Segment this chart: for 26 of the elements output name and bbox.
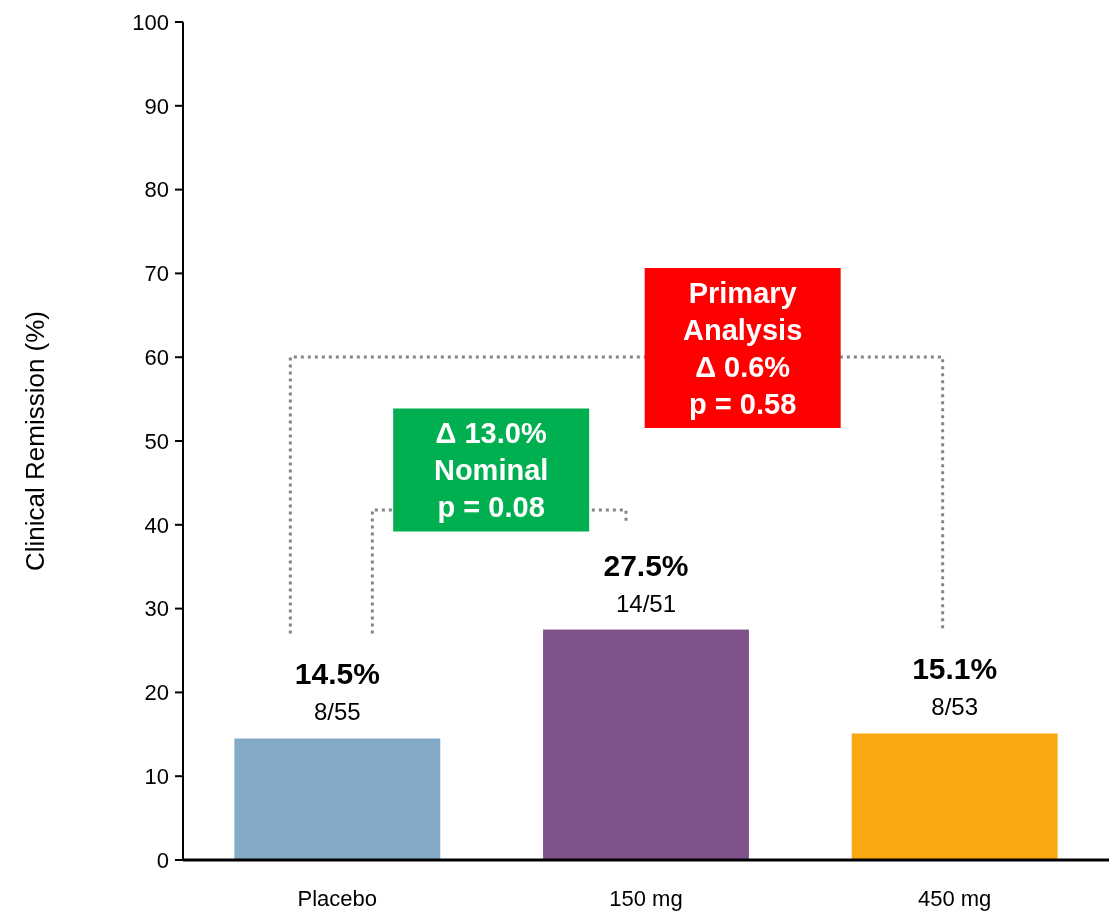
y-tick-label: 100 [132,9,169,35]
y-tick-label: 40 [144,512,169,538]
annotation: Δ 13.0% Nominal p = 0.08 [433,417,549,524]
data-label: 27.5% [603,548,689,582]
y-tick-label: 90 [144,93,169,119]
annotation: 14/51 [615,589,677,617]
data-label: 14.5% [294,657,380,691]
annotation: 8/53 [931,693,979,721]
y-tick-label: 70 [144,261,169,287]
data-label: 15.1% [912,652,998,686]
y-tick-label: 20 [144,680,169,706]
x-tick-label: Placebo [297,886,378,911]
x-tick-label: 450 mg [917,886,992,911]
y-tick-label: 60 [144,344,169,370]
bar [851,733,1058,860]
bar [543,629,749,860]
annotation: 8/55 [313,698,361,726]
x-tick-label: 150 mg [609,886,683,911]
y-tick-label: 50 [144,428,169,454]
y-tick-label: 0 [156,847,169,873]
y-tick-label: 10 [144,763,169,789]
y-tick-label: 30 [144,596,169,622]
annotation: Primary Analysis Δ 0.6% p = 0.58 [683,276,803,420]
y-tick-label: 80 [144,177,169,203]
bar [234,738,441,860]
y-axis-title: Clinical Remission (%) [20,310,50,572]
